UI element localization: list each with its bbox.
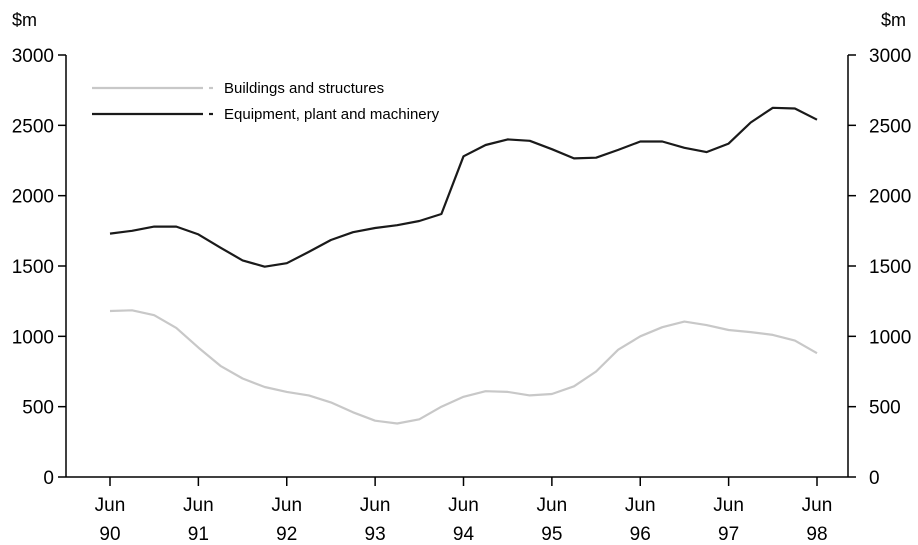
legend-label: Equipment, plant and machinery xyxy=(224,106,440,123)
x-tick-label-month: Jun xyxy=(360,495,391,516)
right-y-tick-label: 1000 xyxy=(869,327,911,348)
x-tick-label-year: 93 xyxy=(365,524,386,545)
x-tick-label-month: Jun xyxy=(183,495,214,516)
x-tick-label-year: 96 xyxy=(630,524,651,545)
x-tick-label-year: 90 xyxy=(99,524,120,545)
right-y-tick-label: 500 xyxy=(869,398,901,419)
x-axis-ticks: Jun 90 Jun 91 Jun 92 Jun 93 Jun 94 Jun 95 Jun 96 Jun 97… xyxy=(95,477,833,545)
left-y-tick-label: 2000 xyxy=(12,187,54,208)
series-line-equipment xyxy=(109,106,818,268)
right-y-tick-label: 0 xyxy=(869,468,880,489)
right-y-tick-label: 3000 xyxy=(869,46,911,67)
x-tick-label-month: Jun xyxy=(802,495,833,516)
x-tick-label-year: 97 xyxy=(718,524,739,545)
x-tick-label-month: Jun xyxy=(713,495,744,516)
legend: Buildings and structures Equipment, plant… xyxy=(92,80,440,123)
x-tick-label-year: 95 xyxy=(541,524,562,545)
left-axis-unit-label: $m xyxy=(12,10,37,30)
left-y-tick-label: 1500 xyxy=(12,257,54,278)
left-y-tick-label: 3000 xyxy=(12,46,54,67)
series-lines xyxy=(109,106,818,425)
right-y-axis-ticks: 0 500 1000 1500 2000 2500 3000 xyxy=(848,46,911,489)
right-y-tick-label: 2000 xyxy=(869,187,911,208)
x-tick-label-month: Jun xyxy=(448,495,479,516)
x-tick-label-year: 94 xyxy=(453,524,475,545)
x-tick-label-year: 92 xyxy=(276,524,297,545)
right-axis-unit-label: $m xyxy=(881,10,906,30)
right-y-tick-label: 2500 xyxy=(869,116,911,137)
x-tick-label-month: Jun xyxy=(625,495,656,516)
x-tick-label-month: Jun xyxy=(95,495,126,516)
left-y-tick-label: 0 xyxy=(43,468,54,489)
left-y-tick-label: 1000 xyxy=(12,327,54,348)
left-y-tick-label: 500 xyxy=(22,398,54,419)
series-line-buildings xyxy=(109,309,818,425)
left-y-axis-ticks: 0 500 1000 1500 2000 2500 3000 xyxy=(12,46,66,489)
x-tick-label-month: Jun xyxy=(271,495,302,516)
legend-label: Buildings and structures xyxy=(224,80,384,97)
x-tick-label-year: 98 xyxy=(806,524,827,545)
left-y-tick-label: 2500 xyxy=(12,116,54,137)
right-y-tick-label: 1500 xyxy=(869,257,911,278)
axes xyxy=(65,55,849,478)
x-tick-label-year: 91 xyxy=(188,524,209,545)
x-tick-label-month: Jun xyxy=(537,495,568,516)
